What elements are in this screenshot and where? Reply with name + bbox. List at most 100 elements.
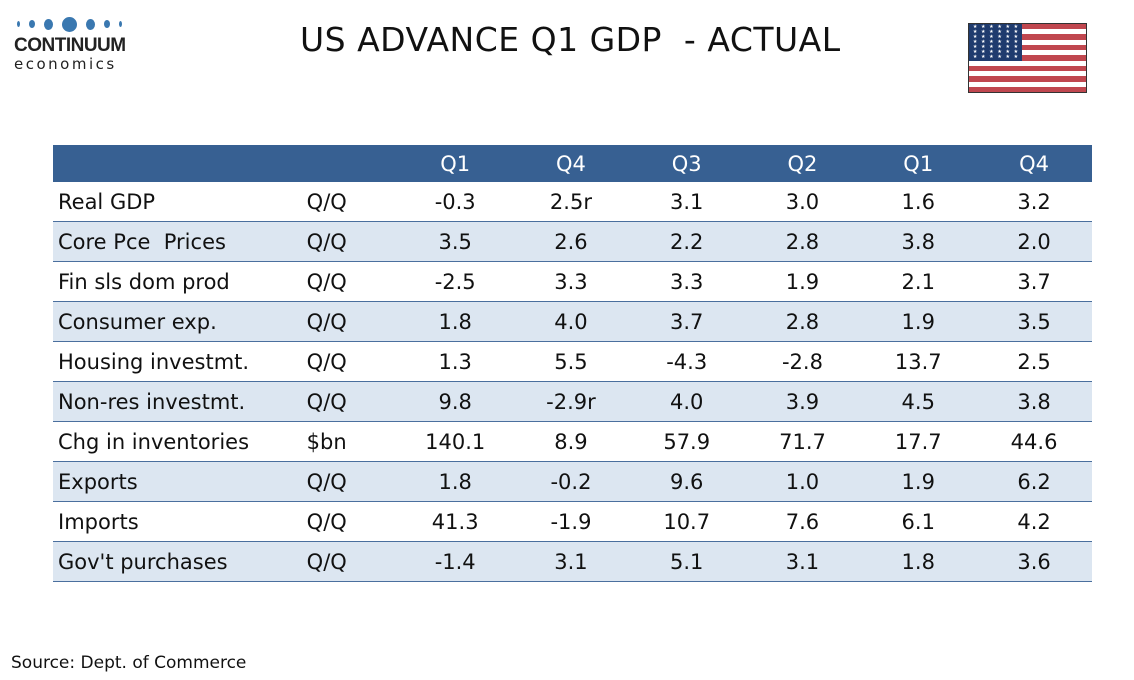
flag-star-icon: ★ [981,49,986,55]
value-cell: 41.3 [397,501,514,542]
row-label: Non-res investmt. [53,381,303,422]
value-cell: 10.7 [628,501,745,542]
flag-star-icon: ★ [989,34,994,40]
value-cell: 44.6 [976,421,1092,462]
column-header: Q3 [628,145,745,182]
value-cell: 8.9 [513,421,629,462]
flag-star-icon: ★ [989,49,994,55]
value-cell: 2.1 [860,261,977,302]
flag-star-icon: ★ [989,44,994,50]
value-cell: 1.9 [860,301,977,342]
column-header: Q4 [976,145,1092,182]
row-unit: Q/Q [302,541,398,582]
table-row: Housing investmt. Q/Q 1.3 5.5 -4.3 -2.8 13.7 2.… [53,341,1092,382]
value-cell: 3.5 [397,221,514,262]
value-cell: 17.7 [860,421,977,462]
row-label: Housing investmt. [53,341,303,382]
value-cell: 1.9 [860,461,977,502]
value-cell: 9.6 [628,461,745,502]
value-cell: 2.6 [513,221,629,262]
flag-star-icon: ★ [972,34,978,40]
row-unit: Q/Q [302,182,398,222]
flag-star-icon: ★ [997,34,1002,40]
value-cell: 1.8 [397,461,514,502]
us-flag-icon: ★ ★ ★ ★ ★ ★ ★ ★ ★ ★ ★ ★ ★ ★ ★ ★ ★ ★ ★ ★ ★ ★ ★ ★ ★ ★ ★ ★ ★ ★ ★ ★ ★ ★ ★ ★ ★ ★ ★ ★… [968,23,1087,93]
value-cell: 3.0 [744,182,861,222]
flag-star-icon: ★ [997,49,1002,55]
value-cell: 13.7 [860,341,977,382]
flag-stripe [969,76,1086,82]
value-cell: 6.2 [976,461,1092,502]
value-cell: -2.5 [397,261,514,302]
flag-star-icon: ★ [981,54,986,60]
flag-stripe [969,29,1086,35]
value-cell: 2.5r [513,182,629,222]
value-cell: 1.8 [860,541,977,582]
flag-stripe [969,44,1086,51]
row-label: Chg in inventories [53,421,303,462]
value-cell: 9.8 [397,381,514,422]
value-cell: 3.3 [628,261,745,302]
table-row: Consumer exp. Q/Q 1.8 4.0 3.7 2.8 1.9 3.5 [53,301,1092,342]
value-cell: 3.3 [513,261,629,302]
flag-star-icon: ★ [989,39,994,45]
flag-star-icon: ★ [972,29,978,35]
value-cell: 2.5 [976,341,1092,382]
value-cell: 3.8 [976,381,1092,422]
flag-star-icon: ★ [989,29,994,35]
value-cell: 1.0 [744,461,861,502]
flag-star-icon: ★ [1005,44,1010,50]
value-cell: -2.8 [744,341,861,382]
page-title: US ADVANCE Q1 GDP - ACTUAL [300,20,841,59]
value-cell: -1.4 [397,541,514,582]
flag-star-icon: ★ [1005,29,1010,35]
flag-star-icon: ★ [997,39,1002,45]
row-unit: Q/Q [302,261,398,302]
flag-star-icon: ★ [997,44,1002,50]
value-cell: 3.2 [976,182,1092,222]
flag-stripe [969,50,1086,56]
value-cell: 71.7 [744,421,861,462]
value-cell: 4.2 [976,501,1092,542]
table-row: Non-res investmt. Q/Q 9.8 -2.9r 4.0 3.9 4.5 3.8 [53,381,1092,422]
flag-star-icon: ★ [1013,54,1019,60]
flag-star-icon: ★ [997,29,1002,35]
row-unit: Q/Q [302,341,398,382]
flag-star-icon: ★ [1013,49,1019,55]
value-cell: -0.2 [513,461,629,502]
flag-stripe [969,55,1086,61]
value-cell: 3.1 [744,541,861,582]
flag-star-icon: ★ [981,44,986,50]
value-cell: 1.3 [397,341,514,382]
row-label: Gov't purchases [53,541,303,582]
flag-star-icon: ★ [972,44,978,50]
flag-stripe [969,39,1086,45]
value-cell: 5.1 [628,541,745,582]
table-row: Gov't purchases Q/Q -1.4 3.1 5.1 3.1 1.8 3.6 [53,541,1092,582]
row-unit: $bn [302,421,398,462]
value-cell: 3.1 [513,541,629,582]
row-label: Fin sls dom prod [53,261,303,302]
row-unit: Q/Q [302,461,398,502]
flag-star-icon: ★ [997,54,1002,60]
column-header: Q2 [744,145,861,182]
value-cell: 3.1 [628,182,745,222]
row-unit: Q/Q [302,501,398,542]
column-header: Q1 [860,145,977,182]
value-cell: 4.0 [628,381,745,422]
value-cell: 3.7 [628,301,745,342]
row-unit: Q/Q [302,381,398,422]
row-label: Core Pce Prices [53,221,303,262]
value-cell: 2.8 [744,221,861,262]
value-cell: 5.5 [513,341,629,382]
continuum-economics-logo: CONTINUUM economics [14,16,134,72]
value-cell: 4.0 [513,301,629,342]
row-label: Imports [53,501,303,542]
value-cell: 3.5 [976,301,1092,342]
flag-star-icon: ★ [989,54,994,60]
table-row: Fin sls dom prod Q/Q -2.5 3.3 3.3 1.9 2.1 3.7 [53,261,1092,302]
value-cell: 3.6 [976,541,1092,582]
table-row: Imports Q/Q 41.3 -1.9 10.7 7.6 6.1 4.2 [53,501,1092,542]
flag-stripe [969,34,1086,40]
header-unit-cell [302,145,398,182]
